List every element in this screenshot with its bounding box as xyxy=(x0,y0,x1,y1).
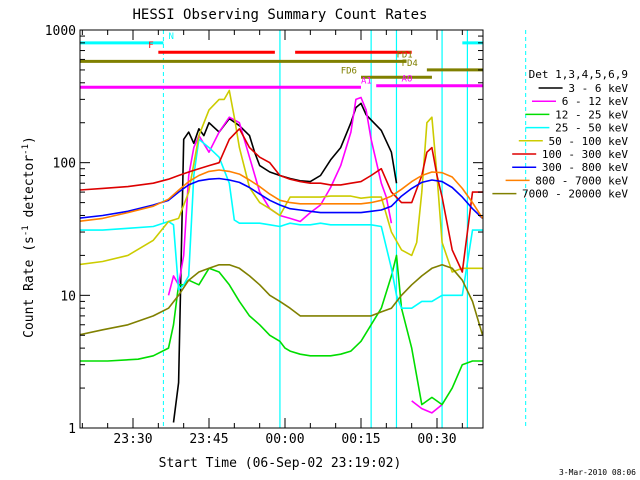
flag-label: A1 xyxy=(361,76,372,86)
legend-entry-label: 3 - 6 keV xyxy=(568,82,628,95)
flag-label: FD6 xyxy=(341,66,357,76)
timestamp: 3-Mar-2010 08:06 xyxy=(559,468,636,477)
series-line xyxy=(80,264,483,336)
y-tick-label: 10 xyxy=(60,289,76,304)
legend-entry-label: 50 - 100 keV xyxy=(549,135,629,148)
axes-frame xyxy=(79,29,484,429)
legend-entry-label: 6 - 12 keV xyxy=(562,95,629,108)
series-line xyxy=(80,128,483,273)
x-tick-label: 00:30 xyxy=(417,432,456,447)
legend-title: Det 1,3,4,5,6,9 xyxy=(529,68,628,81)
flag-label: FD1 xyxy=(396,50,412,60)
series-line xyxy=(167,96,443,414)
legend-entry-label: 7000 - 20000 keV xyxy=(522,188,628,201)
flag-label: N xyxy=(168,32,173,42)
legend-entry-label: 300 - 800 keV xyxy=(542,161,628,174)
x-tick-label: 00:15 xyxy=(341,432,380,447)
flag-label: AO xyxy=(402,75,413,85)
flag-label: F xyxy=(148,41,153,51)
y-axis-label-sup2: -1 xyxy=(21,144,31,155)
y-axis-label-main: Count Rate (s xyxy=(22,236,37,338)
y-tick-label: 100 xyxy=(53,157,76,172)
legend-entry-label: 25 - 50 keV xyxy=(555,122,628,135)
series-line xyxy=(172,102,398,423)
series-group xyxy=(80,89,483,423)
flag-label: FD4 xyxy=(402,59,418,69)
chart-title: HESSI Observing Summary Count Rates xyxy=(132,7,427,23)
flag-bars xyxy=(80,41,483,89)
y-axis-label-end: ) xyxy=(22,136,37,144)
x-axis-label: Start Time (06-Sep-02 23:19:02) xyxy=(159,456,402,471)
series-line xyxy=(80,254,483,406)
series-line xyxy=(80,138,483,309)
legend-entry-label: 12 - 25 keV xyxy=(555,108,628,121)
x-tick-label: 23:30 xyxy=(113,432,152,447)
y-tick-label: 1000 xyxy=(45,24,76,39)
y-tick-label: 1 xyxy=(68,422,76,437)
y-axis-label: Count Rate (s-1 detector-1) xyxy=(21,136,37,338)
legend-entry-label: 100 - 300 keV xyxy=(542,148,628,161)
y-axis-label-mid: detector xyxy=(22,155,37,226)
x-tick-label: 00:00 xyxy=(265,432,304,447)
series-line xyxy=(80,169,483,222)
y-axis-label-sup1: -1 xyxy=(21,225,31,236)
series-line xyxy=(80,89,483,273)
series-line xyxy=(80,177,483,219)
x-tick-label: 23:45 xyxy=(189,432,228,447)
legend-entry-label: 800 - 7000 keV xyxy=(535,174,628,187)
